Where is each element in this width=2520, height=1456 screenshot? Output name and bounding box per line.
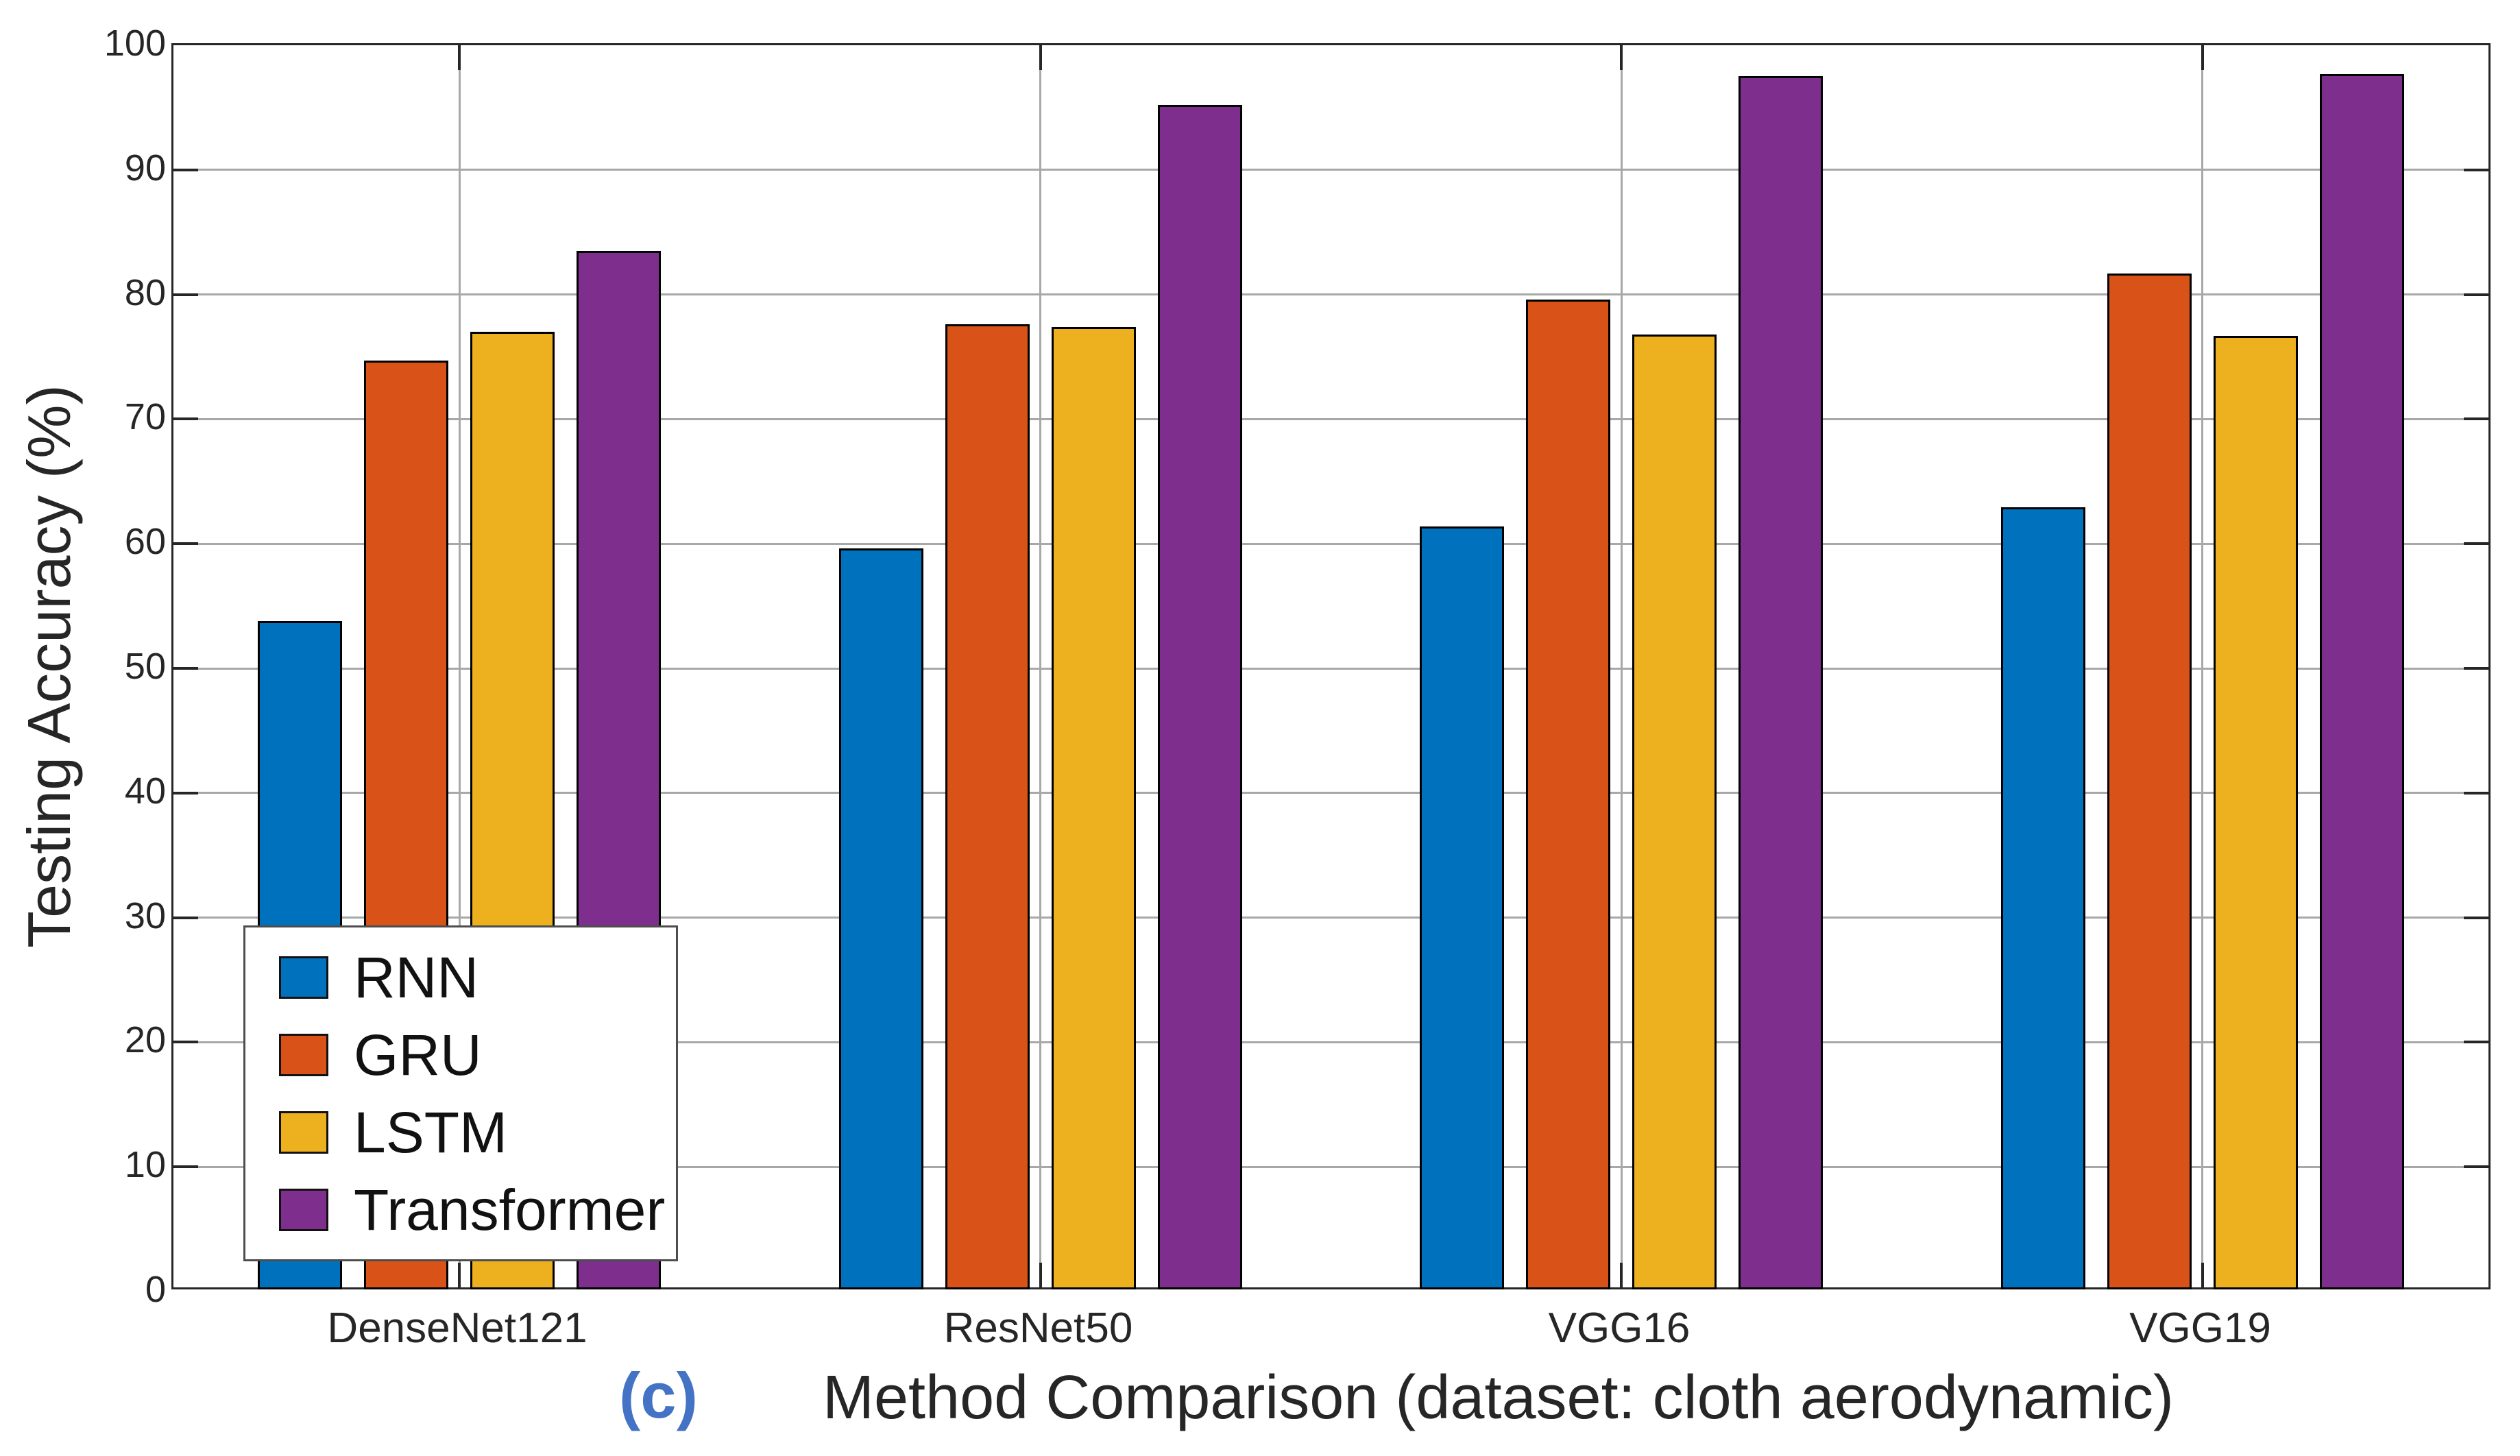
x-tick-top: [1039, 45, 1042, 70]
y-tick-left: [173, 542, 198, 546]
y-tick-left: [173, 168, 198, 171]
y-tick-label: 100: [104, 23, 166, 64]
bar-RNN-VGG19: [2001, 507, 2085, 1289]
x-tick-top: [1620, 45, 1623, 70]
bar-RNN-VGG16: [1420, 526, 1504, 1289]
y-tick-left: [173, 791, 198, 794]
y-gridline: [173, 293, 2488, 296]
y-gridline: [173, 792, 2488, 794]
y-tick-label: 50: [124, 646, 166, 687]
x-gridline: [458, 45, 461, 1287]
x-tick-top: [2201, 45, 2204, 70]
y-gridline: [173, 1041, 2488, 1043]
legend-item: Transformer: [279, 1181, 669, 1239]
y-tick-left: [173, 293, 198, 296]
y-tick-label: 90: [124, 147, 166, 189]
y-tick-right: [2464, 667, 2488, 670]
bar-Transformer-ResNet50: [1158, 105, 1242, 1289]
y-gridline: [173, 542, 2488, 545]
y-tick-right: [2464, 916, 2488, 919]
legend: RNN GRU LSTM Transformer: [243, 925, 678, 1261]
y-tick-label: 60: [124, 521, 166, 563]
y-tick-label: 0: [145, 1269, 166, 1310]
y-tick-left: [173, 667, 198, 670]
bar-Transformer-VGG19: [2320, 74, 2404, 1289]
x-tick-bottom: [458, 1263, 461, 1287]
legend-swatch-LSTM: [279, 1111, 328, 1154]
legend-label: RNN: [354, 945, 478, 1010]
y-tick-right: [2464, 293, 2488, 296]
y-gridline: [173, 667, 2488, 670]
x-gridline: [2201, 45, 2203, 1287]
bar-LSTM-VGG19: [2214, 336, 2298, 1289]
y-tick-right: [2464, 168, 2488, 171]
y-tick-label: 40: [124, 770, 166, 812]
legend-item: GRU: [279, 1026, 669, 1084]
legend-item: RNN: [279, 949, 669, 1006]
x-tick-label: VGG19: [2129, 1305, 2271, 1352]
x-gridline: [1620, 45, 1623, 1287]
legend-label: Transformer: [354, 1177, 666, 1242]
bar-GRU-VGG16: [1526, 300, 1610, 1289]
y-tick-left: [173, 1165, 198, 1169]
y-tick-right: [2464, 791, 2488, 794]
y-tick-right: [2464, 1041, 2488, 1044]
x-tick-label: ResNet50: [943, 1305, 1133, 1352]
bar-RNN-ResNet50: [839, 548, 923, 1289]
legend-label: LSTM: [354, 1100, 508, 1165]
y-tick-left: [173, 1041, 198, 1044]
y-tick-right: [2464, 542, 2488, 546]
y-tick-label: 70: [124, 396, 166, 438]
y-tick-left: [173, 916, 198, 919]
bar-LSTM-ResNet50: [1052, 327, 1136, 1289]
x-tick-bottom: [2201, 1263, 2204, 1287]
legend-swatch-Transformer: [279, 1188, 328, 1231]
x-axis-title: Method Comparison (dataset: cloth aerody…: [823, 1363, 2174, 1432]
y-tick-right: [2464, 1165, 2488, 1169]
y-tick-label: 80: [124, 271, 166, 313]
y-tick-label: 30: [124, 895, 166, 936]
y-tick-left: [173, 417, 198, 421]
y-gridline: [173, 917, 2488, 919]
x-tick-top: [458, 45, 461, 70]
y-tick-label: 10: [124, 1144, 166, 1186]
legend-swatch-RNN: [279, 956, 328, 999]
x-tick-label: DenseNet121: [327, 1305, 587, 1352]
x-tick-bottom: [1039, 1263, 1042, 1287]
x-tick-bottom: [1620, 1263, 1623, 1287]
y-tick-right: [2464, 417, 2488, 421]
legend-swatch-GRU: [279, 1033, 328, 1076]
bar-LSTM-VGG16: [1632, 335, 1717, 1289]
legend-label: GRU: [354, 1022, 482, 1087]
bar-GRU-VGG19: [2107, 274, 2192, 1289]
bar-GRU-ResNet50: [945, 324, 1030, 1289]
y-gridline: [173, 169, 2488, 171]
y-gridline: [173, 1165, 2488, 1168]
legend-item: LSTM: [279, 1104, 669, 1161]
bar-Transformer-VGG16: [1738, 76, 1823, 1289]
y-tick-label: 20: [124, 1019, 166, 1061]
x-tick-label: VGG16: [1548, 1305, 1691, 1352]
y-gridline: [173, 417, 2488, 420]
subfigure-label: (c): [619, 1359, 698, 1431]
x-gridline: [1039, 45, 1041, 1287]
